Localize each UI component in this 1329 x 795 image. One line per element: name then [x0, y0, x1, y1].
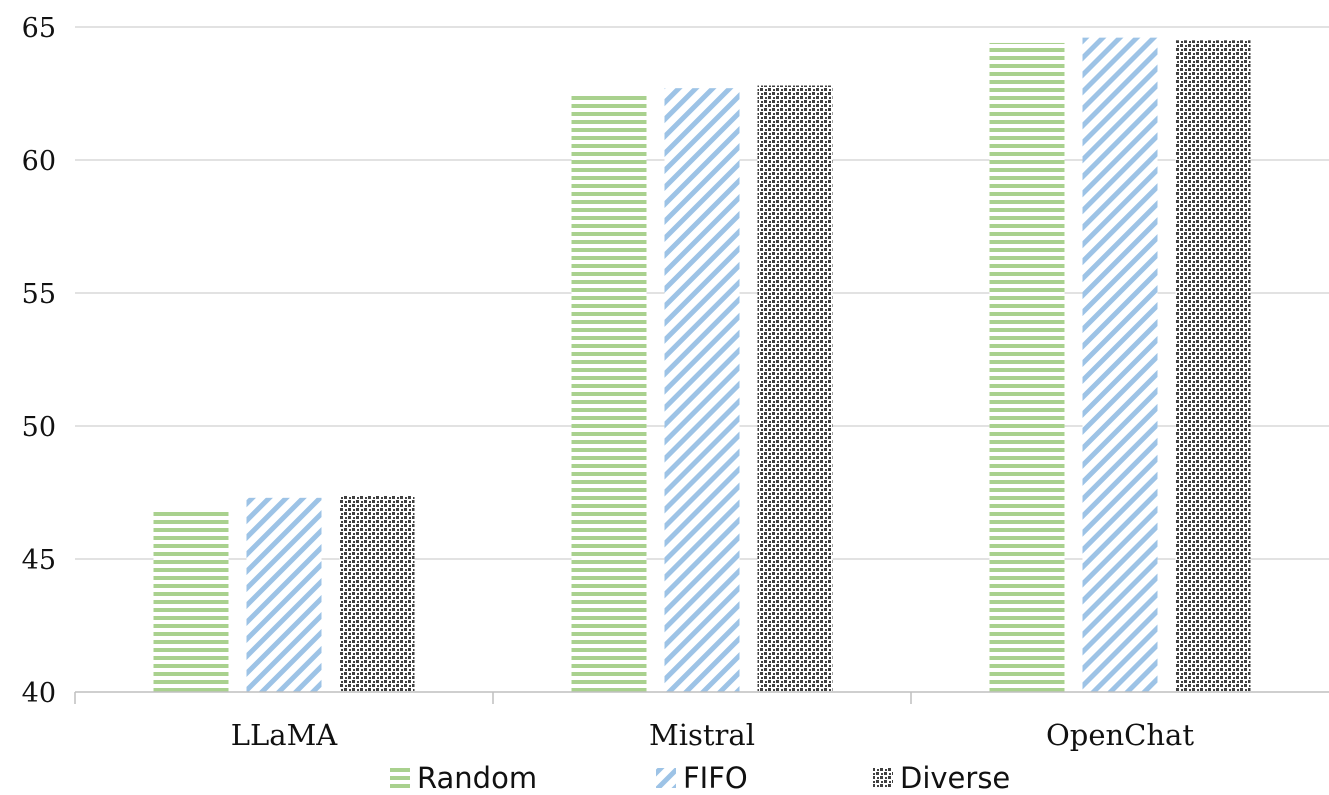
bar-diverse-llama: [339, 495, 415, 692]
axes: 40 45 50 55 60 65 LLaMA Mistral OpenChat: [22, 13, 1329, 752]
y-tick-label: 55: [22, 279, 56, 310]
x-category-label: Mistral: [649, 718, 755, 752]
x-category-label: OpenChat: [1046, 718, 1194, 752]
bar-random-llama: [153, 508, 229, 692]
bars-group: [153, 37, 1251, 693]
legend-swatch-fifo: [656, 768, 676, 788]
y-tick-label: 65: [22, 13, 56, 44]
legend-label-random: Random: [417, 761, 537, 795]
y-tick-label: 50: [22, 412, 56, 443]
bar-diverse-openchat: [1175, 40, 1251, 693]
bar-random-mistral: [571, 93, 647, 692]
legend: Random FIFO Diverse: [390, 761, 1010, 795]
bar-fifo-openchat: [1082, 37, 1158, 692]
legend-label-diverse: Diverse: [900, 761, 1010, 795]
y-tick-label: 60: [22, 146, 56, 177]
bar-fifo-llama: [246, 497, 322, 692]
bar-random-openchat: [989, 42, 1065, 692]
bar-fifo-mistral: [664, 88, 740, 693]
legend-label-fifo: FIFO: [683, 761, 748, 795]
y-tick-label: 45: [22, 545, 56, 576]
y-tick-label: 40: [22, 678, 56, 709]
legend-swatch-random: [390, 768, 410, 788]
bar-diverse-mistral: [757, 85, 833, 692]
x-category-label: LLaMA: [231, 718, 338, 752]
legend-swatch-diverse: [873, 768, 893, 788]
